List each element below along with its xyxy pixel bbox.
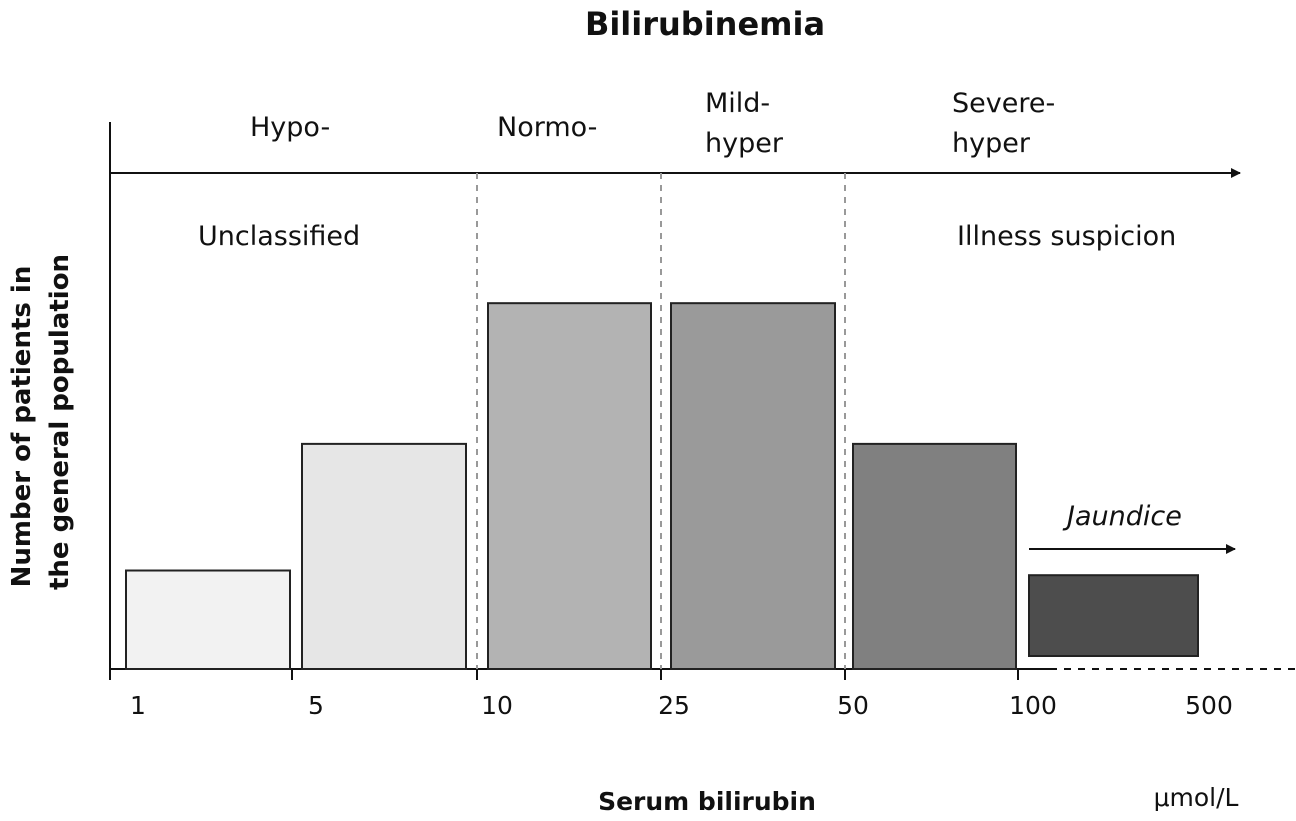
x-tick-label-1: 1 <box>130 691 146 720</box>
bar-25-50 <box>670 302 836 670</box>
x-tick-label-100: 100 <box>1009 691 1057 720</box>
region-label-unclassified: Unclassified <box>198 221 360 252</box>
bar-5-10 <box>301 442 467 670</box>
x-tick-labels: 1 5 10 25 50 100 500 <box>130 691 1233 720</box>
bar-over-100 <box>1028 574 1199 658</box>
bar-1-5 <box>125 569 291 671</box>
x-axis-unit: μmol/L <box>1154 783 1239 812</box>
bar-10-25 <box>487 302 652 670</box>
jaundice-label: Jaundice <box>1062 501 1182 532</box>
y-axis-label: Number of patients in the general popula… <box>7 254 75 590</box>
region-label-illness-suspicion: Illness suspicion <box>957 221 1176 252</box>
level-label-normo: Normo- <box>497 112 597 143</box>
level-label-hypo: Hypo- <box>250 112 330 143</box>
separator-lines <box>476 173 846 669</box>
x-axis-label: Serum bilirubin <box>598 787 816 816</box>
x-tick-label-5: 5 <box>308 691 324 720</box>
level-label-severe-hyper: Severe- hyper <box>952 88 1064 159</box>
chart-title: Bilirubinemia <box>585 5 825 43</box>
bar-50-100 <box>852 442 1017 670</box>
bars <box>125 302 1199 671</box>
x-tick-label-10: 10 <box>481 691 513 720</box>
x-tick-label-500: 500 <box>1185 691 1233 720</box>
x-tick-label-25: 25 <box>658 691 690 720</box>
x-ticks <box>109 669 1019 680</box>
level-label-mild-hyper: Mild- hyper <box>705 88 784 159</box>
x-tick-label-50: 50 <box>837 691 869 720</box>
